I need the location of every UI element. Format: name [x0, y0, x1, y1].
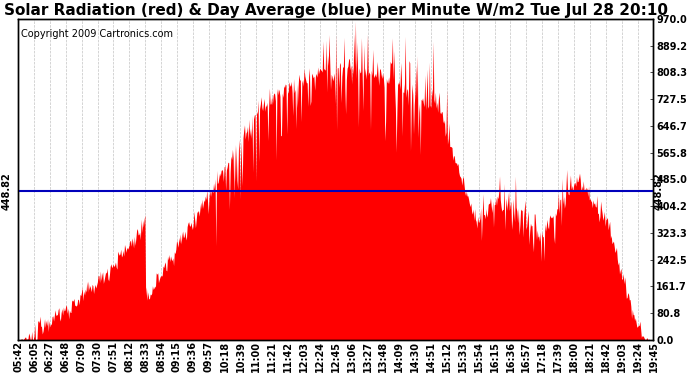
Text: Copyright 2009 Cartronics.com: Copyright 2009 Cartronics.com: [21, 28, 173, 39]
Text: 448.82: 448.82: [2, 172, 12, 210]
Text: 448.82: 448.82: [653, 172, 664, 210]
Title: Solar Radiation (red) & Day Average (blue) per Minute W/m2 Tue Jul 28 20:10: Solar Radiation (red) & Day Average (blu…: [3, 3, 668, 18]
